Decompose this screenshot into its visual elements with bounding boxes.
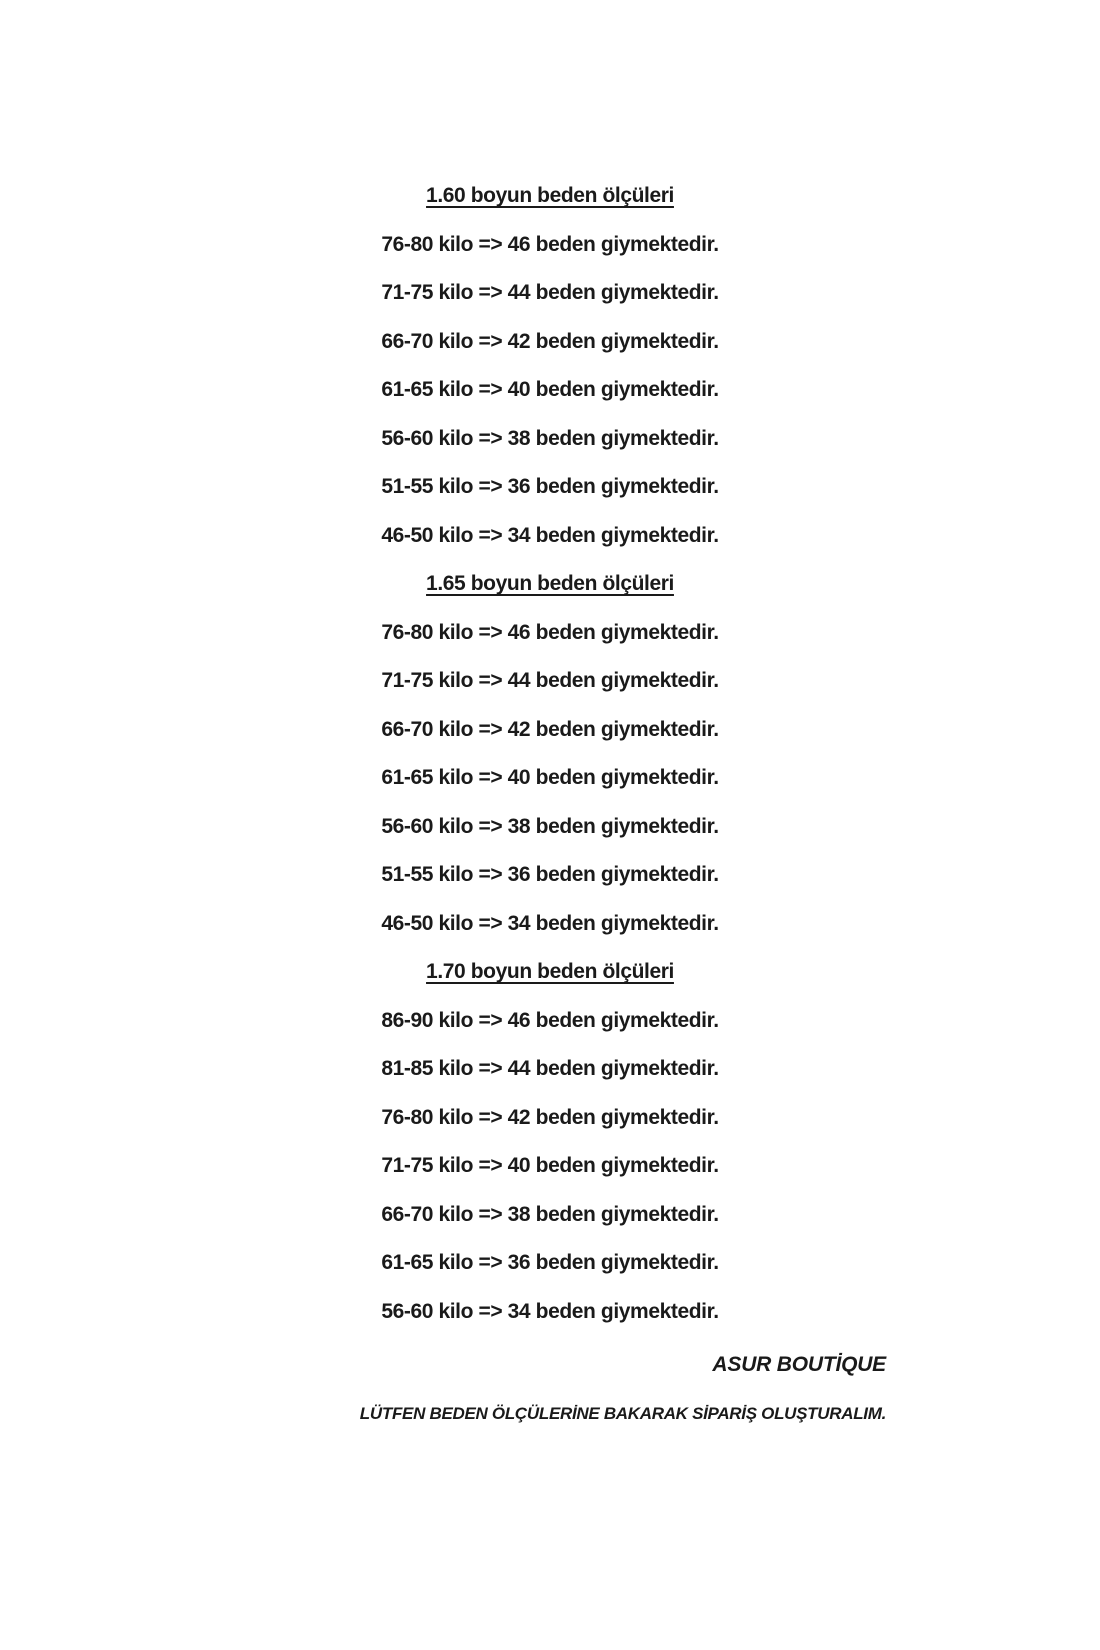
- size-row: 66-70 kilo => 42 beden giymektedir.: [381, 329, 719, 353]
- section-heading-170: 1.70 boyun beden ölçüleri: [426, 960, 674, 983]
- size-row: 66-70 kilo => 38 beden giymektedir.: [381, 1202, 719, 1226]
- size-row: 86-90 kilo => 46 beden giymektedir.: [381, 1008, 719, 1032]
- section-heading-165: 1.65 boyun beden ölçüleri: [426, 572, 674, 595]
- size-row: 61-65 kilo => 40 beden giymektedir.: [381, 378, 719, 401]
- size-row: 61-65 kilo => 36 beden giymektedir.: [381, 1251, 719, 1274]
- order-note: LÜTFEN BEDEN ÖLÇÜLERİNE BAKARAK SİPARİŞ …: [359, 1403, 887, 1423]
- size-row: 61-65 kilo => 40 beden giymektedir.: [381, 766, 719, 789]
- size-row: 76-80 kilo => 46 beden giymektedir.: [381, 232, 719, 256]
- section-heading-160: 1.60 boyun beden ölçüleri: [426, 184, 674, 207]
- size-row: 66-70 kilo => 42 beden giymektedir.: [381, 717, 719, 741]
- size-row: 76-80 kilo => 42 beden giymektedir.: [381, 1105, 719, 1129]
- size-row: 76-80 kilo => 46 beden giymektedir.: [381, 620, 719, 644]
- size-row: 81-85 kilo => 44 beden giymektedir.: [381, 1057, 719, 1080]
- size-row: 71-75 kilo => 44 beden giymektedir.: [381, 669, 719, 692]
- size-row: 71-75 kilo => 44 beden giymektedir.: [381, 281, 719, 304]
- size-row: 56-60 kilo => 38 beden giymektedir.: [381, 426, 719, 450]
- size-row: 46-50 kilo => 34 beden giymektedir.: [381, 523, 719, 547]
- size-row: 46-50 kilo => 34 beden giymektedir.: [381, 911, 719, 935]
- brand-name: ASUR BOUTİQUE: [712, 1353, 886, 1376]
- size-row: 51-55 kilo => 36 beden giymektedir.: [381, 863, 719, 886]
- size-row: 51-55 kilo => 36 beden giymektedir.: [381, 475, 719, 498]
- size-row: 56-60 kilo => 34 beden giymektedir.: [381, 1299, 719, 1323]
- size-row: 71-75 kilo => 40 beden giymektedir.: [381, 1154, 719, 1177]
- size-row: 56-60 kilo => 38 beden giymektedir.: [381, 814, 719, 838]
